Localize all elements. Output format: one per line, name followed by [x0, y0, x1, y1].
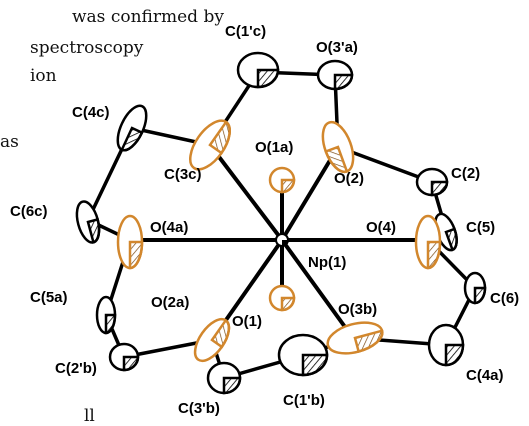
background-text-line-2: spectroscopy: [30, 38, 144, 58]
atom-o1a-octant: [280, 178, 296, 194]
bond-np-o3c: [208, 143, 284, 242]
label-o1a: O(1a): [255, 139, 293, 156]
carbon-atoms: [75, 51, 487, 395]
label-c3c: C(3c): [164, 166, 202, 183]
atom-c6c-octant: [86, 217, 101, 244]
label-o3b: O(3b): [338, 301, 377, 318]
label-c5: C(5): [466, 219, 495, 236]
background-text-line-4: as: [0, 132, 19, 152]
atom-o2-octant: [324, 145, 349, 174]
label-c2b: C(2'b): [55, 360, 97, 377]
label-o4: O(4): [366, 219, 396, 236]
bond-np-o3b: [280, 238, 355, 340]
atom-o2a-octant: [210, 318, 231, 349]
label-o2: O(2): [334, 170, 364, 187]
label-o1: O(1): [232, 313, 262, 330]
atom-labels: C(1'c) O(3'a) C(4c) O(1a) C(3c) O(2) C(2…: [10, 23, 519, 417]
atom-o3c-octant: [208, 120, 231, 155]
atom-c2b-octant: [122, 355, 140, 372]
label-c5a: C(5a): [30, 289, 68, 306]
atom-c2-octant: [430, 180, 449, 197]
atom-c5-octant: [444, 227, 458, 252]
label-o2a: O(2a): [151, 294, 189, 311]
atom-c1b-octant: [301, 353, 329, 377]
label-o3a-prime: O(3'a): [316, 39, 358, 56]
background-text-line-5: ll: [84, 406, 95, 426]
label-o4a: O(4a): [150, 219, 188, 236]
background-text-line-3: ion: [30, 66, 57, 86]
atom-c3b-octant: [222, 376, 242, 395]
label-c6: C(6): [490, 290, 519, 307]
atom-o3b-octant: [353, 329, 384, 354]
label-c3b: C(3'b): [178, 400, 220, 417]
label-c4c: C(4c): [72, 104, 110, 121]
atom-c6-octant: [473, 286, 487, 305]
atom-o4a-octant: [128, 240, 144, 270]
atom-c4a-octant: [444, 343, 465, 367]
oxygen-atoms: [116, 119, 442, 363]
label-c2: C(2): [451, 165, 480, 182]
np-atom: [275, 233, 289, 247]
label-c6c: C(6c): [10, 203, 48, 220]
label-c4a: C(4a): [466, 367, 504, 384]
atom-o1-octant: [280, 296, 296, 312]
label-c1b: C(1'b): [283, 392, 325, 409]
atom-c1c-octant: [256, 68, 280, 89]
atom-o4-octant: [426, 240, 442, 270]
bond-np-o2: [280, 145, 340, 242]
label-c1c: C(1'c): [225, 23, 266, 40]
atom-c3a-octant: [333, 73, 354, 91]
atom-c4c-octant: [120, 126, 144, 152]
background-text-line-1: was confirmed by: [72, 7, 224, 27]
label-np1: Np(1): [308, 254, 346, 271]
atom-c5a-octant: [104, 313, 117, 335]
